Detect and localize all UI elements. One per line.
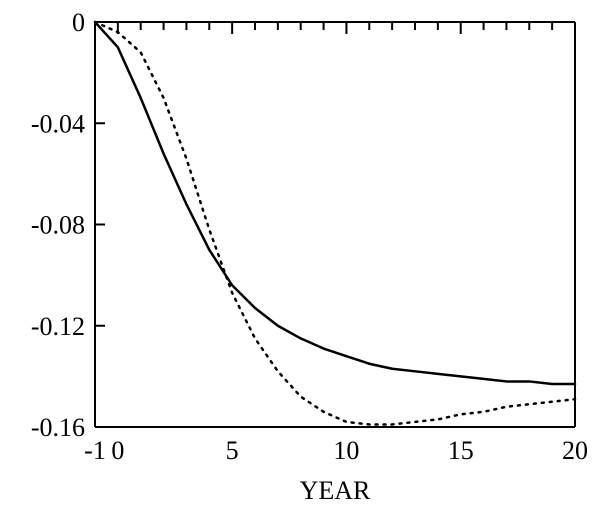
x-tick-label: 5 — [226, 436, 239, 465]
x-tick-label: 0 — [111, 436, 124, 465]
y-tick-label: 0 — [72, 8, 85, 37]
y-tick-label: -0.08 — [31, 211, 85, 240]
y-tick-label: -0.04 — [31, 109, 85, 138]
x-tick-label: 15 — [448, 436, 474, 465]
x-tick-label: -1 — [84, 436, 106, 465]
x-tick-label: 20 — [562, 436, 588, 465]
x-tick-label: 10 — [333, 436, 359, 465]
series-solid — [95, 22, 575, 384]
y-tick-label: -0.16 — [31, 413, 85, 442]
y-tick-label: -0.12 — [31, 312, 85, 341]
chart-container: -1051015200-0.04-0.08-0.12-0.16YEAR — [0, 0, 600, 521]
series-dotted — [95, 22, 575, 424]
x-axis-title: YEAR — [300, 476, 371, 505]
line-chart: -1051015200-0.04-0.08-0.12-0.16YEAR — [0, 0, 600, 521]
